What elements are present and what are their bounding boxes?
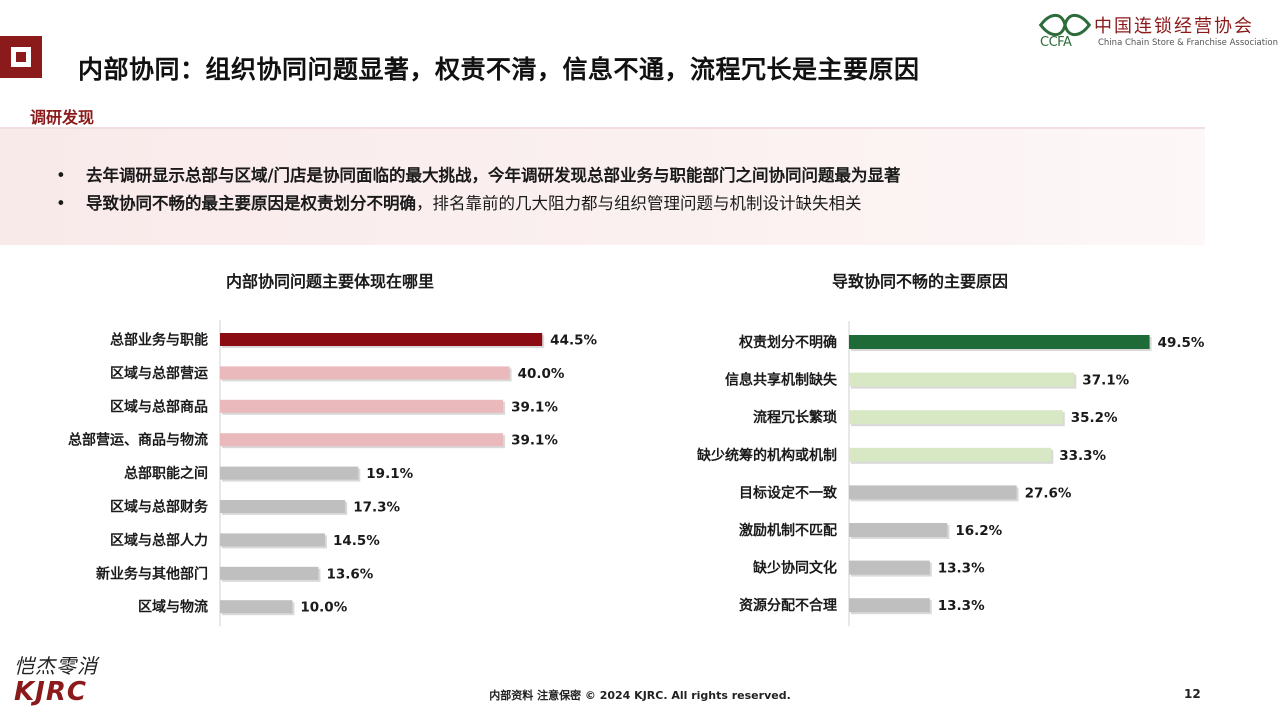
footer-copyright: 内部资料 注意保密 © 2024 KJRC. All rights reserv… xyxy=(489,689,791,702)
bar xyxy=(220,500,346,513)
category-label: 总部业务与职能 xyxy=(110,332,208,349)
value-label: 13.3% xyxy=(938,561,985,577)
corner-square-mark xyxy=(0,36,42,78)
value-label: 33.3% xyxy=(1059,448,1106,464)
slide-title: 内部协同：组织协同问题显著，权责不清，信息不通，流程冗长是主要原因 xyxy=(78,55,920,84)
bar xyxy=(220,600,293,614)
value-label: 14.5% xyxy=(333,533,380,549)
chart-2-causes: 权责划分不明确 49.5% 信息共享机制缺失 37.1% 流程冗长繁琐 35.2% 缺少统筹… xyxy=(697,321,1205,627)
category-label: 区域与总部财务 xyxy=(110,499,209,516)
value-label: 17.3% xyxy=(353,500,400,516)
bar xyxy=(849,598,930,613)
category-label: 区域与总部营运 xyxy=(110,365,208,382)
bar xyxy=(220,366,510,380)
chart-2-title: 导致协同不畅的主要原因 xyxy=(831,272,1008,291)
findings-box xyxy=(0,129,1205,245)
category-label: 总部营运、商品与物流 xyxy=(68,432,208,449)
value-label: 16.2% xyxy=(955,523,1002,539)
bullet-icon: • xyxy=(56,194,66,213)
value-label: 13.6% xyxy=(326,566,373,582)
bar xyxy=(220,333,543,346)
category-label: 总部职能之间 xyxy=(124,465,208,482)
value-label: 35.2% xyxy=(1071,410,1118,426)
value-label: 44.5% xyxy=(550,333,597,349)
bullet-icon: • xyxy=(56,166,66,185)
chart-1-issues: 总部业务与职能 44.5% 区域与总部营运 40.0% 区域与总部商品 39.1% 总部营运… xyxy=(68,320,597,627)
bar xyxy=(849,372,1075,387)
bar xyxy=(220,566,319,580)
chart-1-title: 内部协同问题主要体现在哪里 xyxy=(225,272,434,291)
bar xyxy=(849,335,1150,349)
value-label: 13.3% xyxy=(938,598,985,614)
category-label: 新业务与其他部门 xyxy=(96,565,208,582)
ccfa-abbr: CCFA xyxy=(1040,35,1072,50)
finding-item-1: • 去年调研显示总部与区域/门店是协同面临的最大挑战，今年调研发现总部业务与职能部… xyxy=(56,162,901,186)
category-label: 缺少协同文化 xyxy=(753,560,837,577)
category-label: 流程冗长繁琐 xyxy=(753,409,837,426)
value-label: 49.5% xyxy=(1158,335,1205,351)
brand-name-cn: 恺杰零消 xyxy=(14,654,98,678)
association-name-en: China Chain Store & Franchise Associatio… xyxy=(1098,38,1279,48)
category-label: 区域与总部人力 xyxy=(110,532,208,549)
bar xyxy=(849,410,1063,425)
value-label: 40.0% xyxy=(518,366,565,382)
value-label: 37.1% xyxy=(1082,373,1129,389)
value-label: 27.6% xyxy=(1025,485,1072,501)
finding-item-2: • 导致协同不畅的最主要原因是权责划分不明确，排名靠前的几大阻力都与组织管理问题与… xyxy=(56,190,862,214)
category-label: 目标设定不一致 xyxy=(739,484,838,501)
category-label: 激励机制不匹配 xyxy=(739,522,837,539)
finding-2-strong: 导致协同不畅的最主要原因是权责划分不明确 xyxy=(86,194,416,213)
category-label: 信息共享机制缺失 xyxy=(725,372,838,389)
value-label: 39.1% xyxy=(511,433,558,449)
finding-1-strong: 去年调研显示总部与区域/门店是协同面临的最大挑战，今年调研发现总部业务与职能部门… xyxy=(86,166,901,185)
association-name-cn: 中国连锁经营协会 xyxy=(1094,16,1254,37)
value-label: 39.1% xyxy=(511,399,558,415)
finding-2-rest: ，排名靠前的几大阻力都与组织管理问题与机制设计缺失相关 xyxy=(416,194,862,213)
bar xyxy=(220,399,504,413)
bar xyxy=(849,485,1017,500)
bar xyxy=(849,560,930,575)
value-label: 19.1% xyxy=(366,466,413,482)
category-label: 权责划分不明确 xyxy=(738,334,837,351)
bar xyxy=(849,447,1052,462)
category-label: 缺少统筹的机构或机制 xyxy=(697,447,837,464)
bar xyxy=(220,533,325,547)
findings-divider xyxy=(0,127,1205,129)
bar xyxy=(849,523,948,537)
bar xyxy=(220,466,359,480)
value-label: 10.0% xyxy=(300,600,347,616)
brand-logo-en: KJRC xyxy=(14,677,87,707)
ccfa-logo-icon xyxy=(1038,13,1092,37)
category-label: 资源分配不合理 xyxy=(739,597,837,614)
findings-label: 调研发现 xyxy=(30,108,95,127)
category-label: 区域与总部商品 xyxy=(110,398,208,415)
bar xyxy=(220,433,504,447)
category-label: 区域与物流 xyxy=(138,599,208,616)
page-number: 12 xyxy=(1184,687,1201,701)
